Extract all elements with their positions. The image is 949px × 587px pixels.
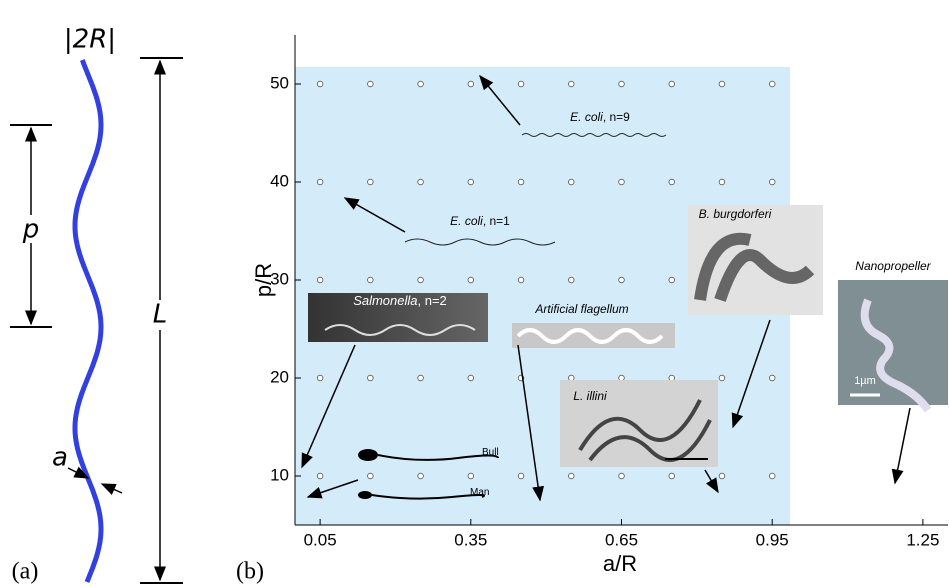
annotation-name: Artificial flagellum xyxy=(534,302,628,316)
grid-point xyxy=(418,473,424,479)
annotation: B. burgdorferi xyxy=(699,207,772,221)
grid-point xyxy=(669,375,675,381)
annotation-name: 1µm xyxy=(854,375,876,387)
annotation-name: Salmonella xyxy=(353,293,417,308)
x-tick-label: 0.95 xyxy=(756,530,789,549)
annotation: E. coli, n=9 xyxy=(570,110,630,124)
annotation-name: B. burgdorferi xyxy=(699,207,772,221)
grid-point xyxy=(619,179,625,185)
grid-point xyxy=(368,375,374,381)
grid-point xyxy=(368,81,374,87)
annotation-note: , n=2 xyxy=(418,293,447,308)
y-tick-label: 40 xyxy=(270,171,289,190)
grid-point xyxy=(719,473,725,479)
length-label: L xyxy=(153,300,168,330)
annotation: Artificial flagellum xyxy=(534,302,628,316)
diameter-label: |2R| xyxy=(64,25,116,55)
grid-point xyxy=(769,179,775,185)
grid-point xyxy=(518,473,524,479)
grid-point xyxy=(518,179,524,185)
panel-a: |2R| p L a (a) xyxy=(10,25,183,585)
annotation-note: , n=9 xyxy=(603,110,630,124)
grid-point xyxy=(418,81,424,87)
grid-point xyxy=(669,81,675,87)
annotation: Man xyxy=(470,487,489,498)
grid-point xyxy=(769,81,775,87)
grid-point xyxy=(518,81,524,87)
grid-point xyxy=(418,277,424,283)
grid-point xyxy=(317,375,323,381)
grid-point xyxy=(619,375,625,381)
pitch-label: p xyxy=(22,215,40,245)
grid-point xyxy=(619,277,625,283)
panel-tag: (a) xyxy=(12,559,39,585)
annotation-name: E. coli xyxy=(570,110,603,124)
grid-point xyxy=(568,473,574,479)
annotation-name: E. coli xyxy=(450,214,483,228)
grid-point xyxy=(568,277,574,283)
grid-point xyxy=(468,375,474,381)
grid-point xyxy=(317,81,323,87)
annotation: 1µm xyxy=(854,375,876,387)
grid-point xyxy=(468,277,474,283)
grid-point xyxy=(769,375,775,381)
grid-point xyxy=(719,179,725,185)
grid-point xyxy=(669,277,675,283)
annotation: Salmonella, n=2 xyxy=(353,293,447,308)
grid-point xyxy=(368,473,374,479)
x-tick-label: 1.25 xyxy=(906,530,939,549)
annotation: Nanopropeller xyxy=(855,259,931,273)
radius-label: a xyxy=(52,443,68,473)
grid-point xyxy=(317,473,323,479)
helix xyxy=(75,60,101,582)
grid-point xyxy=(619,81,625,87)
y-tick-label: 20 xyxy=(270,367,289,386)
annotation-name: L. illini xyxy=(573,389,607,403)
x-tick-label: 0.05 xyxy=(304,530,337,549)
x-axis-label: a/R xyxy=(603,551,637,576)
grid-point xyxy=(317,277,323,283)
grid-point xyxy=(368,277,374,283)
grid-point xyxy=(568,375,574,381)
y-axis-label: p/R xyxy=(251,263,276,297)
annotation-name: Nanopropeller xyxy=(855,259,931,273)
grid-point xyxy=(769,473,775,479)
grid-point xyxy=(418,375,424,381)
grid-point xyxy=(619,473,625,479)
grid-point xyxy=(719,81,725,87)
grid-point xyxy=(468,81,474,87)
grid-point xyxy=(669,473,675,479)
annotation-note: , n=1 xyxy=(483,214,510,228)
y-tick-label: 50 xyxy=(270,73,289,92)
grid-point xyxy=(468,179,474,185)
annotation-name: Bull xyxy=(482,447,499,458)
annotation: Bull xyxy=(482,447,499,458)
grid-point xyxy=(568,81,574,87)
annotation: L. illini xyxy=(573,389,607,403)
annotation-name: Man xyxy=(470,487,489,498)
x-tick-label: 0.65 xyxy=(605,530,638,549)
grid-point xyxy=(719,375,725,381)
figure: |2R| p L a (a) 10203040500.050.350.650.9… xyxy=(0,0,949,587)
panel-tag: (b) xyxy=(236,559,264,585)
grid-point xyxy=(568,179,574,185)
grid-point xyxy=(518,277,524,283)
grid-point xyxy=(669,179,675,185)
grid-point xyxy=(418,179,424,185)
grid-point xyxy=(368,179,374,185)
grid-point xyxy=(317,179,323,185)
grid-point xyxy=(468,473,474,479)
annotation: E. coli, n=1 xyxy=(450,214,510,228)
x-tick-label: 0.35 xyxy=(454,530,487,549)
y-tick-label: 10 xyxy=(270,465,289,484)
